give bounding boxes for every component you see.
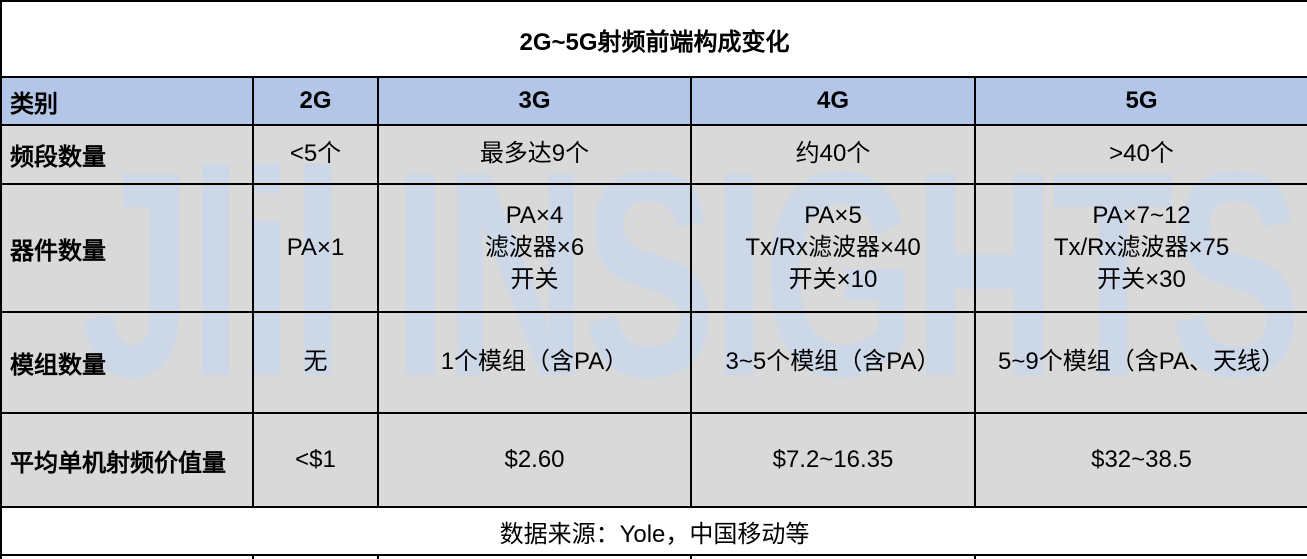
header-row: 类别 2G 3G 4G 5G	[0, 76, 1307, 126]
header-cell-category: 类别	[0, 76, 254, 126]
data-cell: 1个模组（含PA）	[377, 311, 692, 414]
header-cell-4g: 4G	[690, 76, 976, 126]
row-label: 器件数量	[0, 183, 254, 313]
header-cell-2g: 2G	[252, 76, 379, 126]
partial-cell	[690, 554, 976, 559]
partial-cell	[0, 554, 254, 559]
data-cell: <5个	[252, 124, 379, 185]
partial-cell	[377, 554, 692, 559]
data-source-note: 数据来源：Yole，中国移动等	[0, 506, 1307, 556]
table-row-bands: 频段数量 <5个 最多达9个 约40个 >40个	[0, 124, 1307, 185]
table-row-components: 器件数量 PA×1 PA×4 滤波器×6 开关 PA×5 Tx/Rx滤波器×40…	[0, 183, 1307, 313]
data-cell: 3~5个模组（含PA）	[690, 311, 976, 414]
data-cell: PA×5 Tx/Rx滤波器×40 开关×10	[690, 183, 976, 313]
data-cell: 5~9个模组（含PA、天线）	[974, 311, 1307, 414]
row-label: 模组数量	[0, 311, 254, 414]
data-cell: $7.2~16.35	[690, 412, 976, 508]
partial-cell	[974, 554, 1307, 559]
header-cell-3g: 3G	[377, 76, 692, 126]
data-cell: PA×1	[252, 183, 379, 313]
data-cell: $32~38.5	[974, 412, 1307, 508]
data-cell: PA×7~12 Tx/Rx滤波器×75 开关×30	[974, 183, 1307, 313]
data-cell: PA×4 滤波器×6 开关	[377, 183, 692, 313]
row-label: 频段数量	[0, 124, 254, 185]
data-cell: 约40个	[690, 124, 976, 185]
row-label: 平均单机射频价值量	[0, 412, 254, 508]
table-row-value: 平均单机射频价值量 <$1 $2.60 $7.2~16.35 $32~38.5	[0, 412, 1307, 508]
data-cell: 无	[252, 311, 379, 414]
table-title: 2G~5G射频前端构成变化	[0, 0, 1307, 78]
header-cell-5g: 5G	[974, 76, 1307, 126]
data-cell: >40个	[974, 124, 1307, 185]
partial-cell	[252, 554, 379, 559]
data-cell: <$1	[252, 412, 379, 508]
data-cell: $2.60	[377, 412, 692, 508]
table-row-modules: 模组数量 无 1个模组（含PA） 3~5个模组（含PA） 5~9个模组（含PA、…	[0, 311, 1307, 414]
data-cell: 最多达9个	[377, 124, 692, 185]
clipped-partial-row	[0, 554, 1307, 559]
